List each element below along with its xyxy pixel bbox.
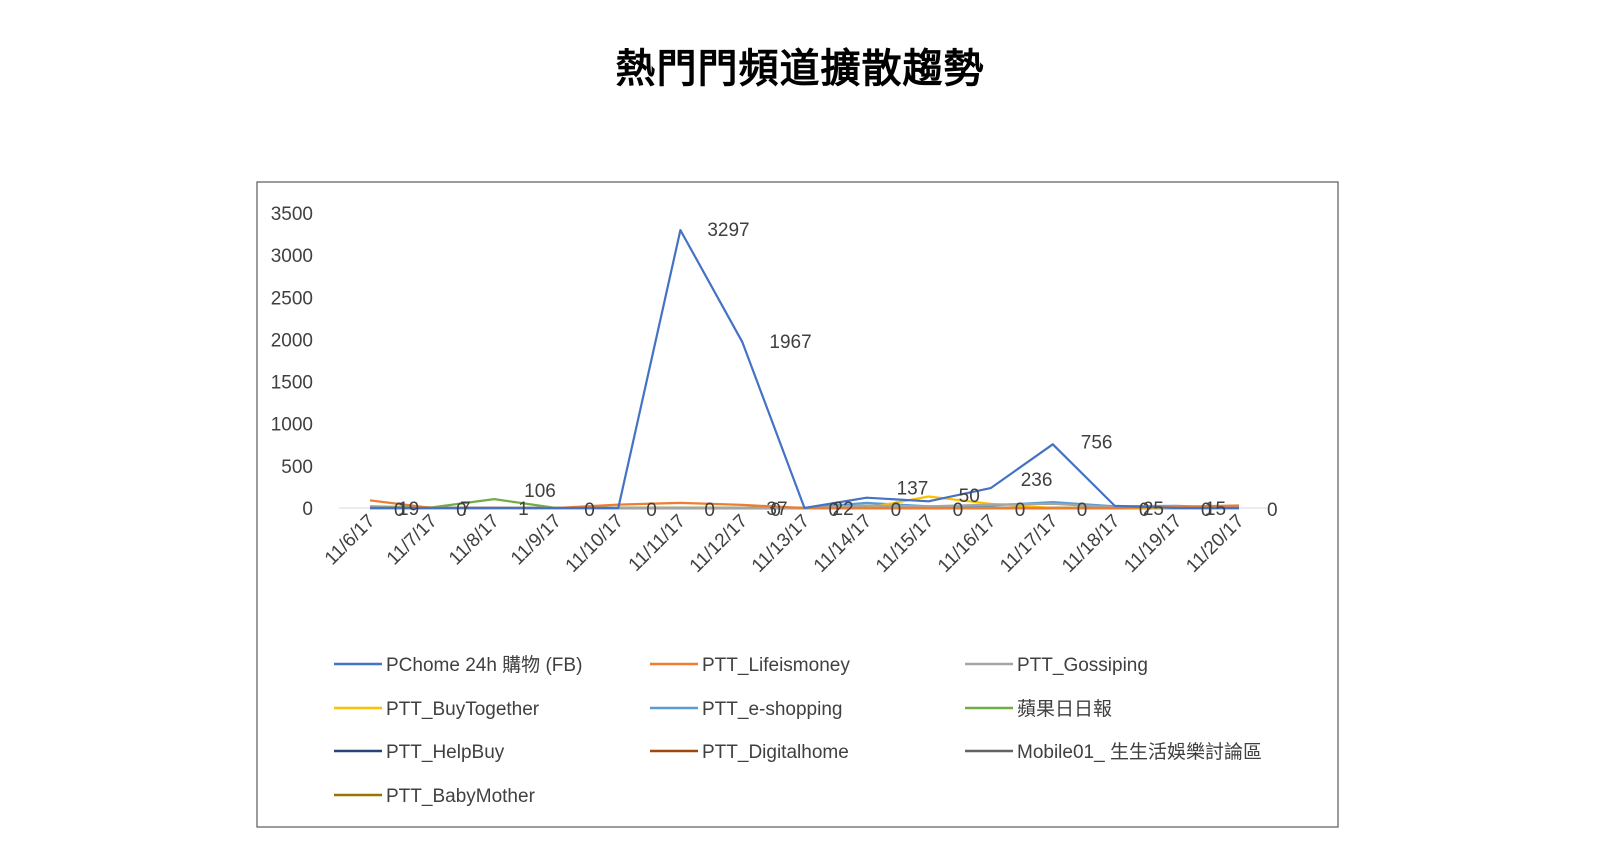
series-line-0 <box>370 229 1239 510</box>
x-tick-label: 11/8/17 <box>445 511 504 570</box>
data-label: 19 <box>398 499 419 520</box>
data-label: 15 <box>1205 499 1226 520</box>
data-label: 0 <box>1267 500 1278 521</box>
data-label: 137 <box>897 478 929 499</box>
legend-label: PTT_Lifeismoney <box>702 655 850 676</box>
x-tick-label: 11/18/17 <box>1058 511 1124 577</box>
data-label: 22 <box>833 499 854 520</box>
y-tick-label: 1000 <box>271 415 313 436</box>
legend: PChome 24h 購物 (FB) PTT_Lifeismoney PTT_Gos… <box>334 654 1262 807</box>
chart-frame <box>256 181 1339 828</box>
data-label: 0 <box>584 500 595 521</box>
series-lines <box>369 229 1240 510</box>
data-label: 1 <box>518 499 529 520</box>
legend-label: PChome 24h 購物 (FB) <box>386 654 582 676</box>
y-axis-tick-labels: 0 500 1000 1500 2000 2500 3000 3500 <box>271 204 313 520</box>
legend-label: PTT_Gossiping <box>1017 655 1148 676</box>
data-label: 1967 <box>769 332 811 353</box>
x-tick-label: 11/9/17 <box>507 511 566 570</box>
legend-label: PTT_e-shopping <box>702 699 842 720</box>
data-label: 0 <box>1015 500 1026 521</box>
data-label: 756 <box>1081 432 1113 453</box>
y-tick-label: 3000 <box>271 246 313 267</box>
data-label: 0 <box>1201 500 1212 521</box>
y-tick-label: 2000 <box>271 330 313 351</box>
data-label: 236 <box>1021 470 1053 491</box>
legend-label: PTT_HelpBuy <box>386 742 505 763</box>
x-tick-label: 11/19/17 <box>1120 511 1186 577</box>
y-tick-label: 500 <box>281 457 313 478</box>
data-label: 0 <box>829 500 840 521</box>
legend-label: PTT_BuyTogether <box>386 699 540 720</box>
y-tick-label: 3500 <box>271 204 313 225</box>
data-label: 0 <box>1139 500 1150 521</box>
data-label: 7 <box>460 499 471 520</box>
y-tick-label: 2500 <box>271 288 313 309</box>
x-tick-label: 11/15/17 <box>872 511 938 577</box>
data-label: 0 <box>646 500 657 521</box>
page-title: 熱門門頻道擴散趨勢 <box>615 46 985 92</box>
data-label: 0 <box>394 500 405 521</box>
y-tick-label: 0 <box>302 499 313 520</box>
data-label: 25 <box>1143 499 1164 520</box>
legend-label: 蘋果日日報 <box>1017 698 1112 720</box>
data-label: 0 <box>456 500 467 521</box>
data-label: 0 <box>770 500 781 521</box>
x-tick-label: 11/11/17 <box>625 511 690 576</box>
x-tick-label: 11/12/17 <box>686 511 752 577</box>
legend-label: PTT_Digitalhome <box>702 742 849 763</box>
x-tick-label: 11/6/17 <box>321 511 380 570</box>
x-tick-label: 11/17/17 <box>996 511 1062 577</box>
data-label: 3297 <box>707 220 749 241</box>
data-label: 0 <box>704 500 715 521</box>
legend-label: Mobile01_ 生生活娛樂討論區 <box>1017 741 1262 763</box>
data-label: 0 <box>953 500 964 521</box>
data-label: 0 <box>891 500 902 521</box>
x-tick-label: 11/16/17 <box>934 511 1000 577</box>
data-label: 50 <box>959 486 980 507</box>
legend-label: PTT_BabyMother <box>386 786 536 807</box>
x-tick-label: 11/20/17 <box>1182 511 1248 577</box>
data-label: 37 <box>766 499 787 520</box>
x-tick-label: 11/14/17 <box>810 511 876 577</box>
data-label: 106 <box>524 481 556 502</box>
y-tick-label: 1500 <box>271 373 313 394</box>
data-label: 0 <box>1077 500 1088 521</box>
